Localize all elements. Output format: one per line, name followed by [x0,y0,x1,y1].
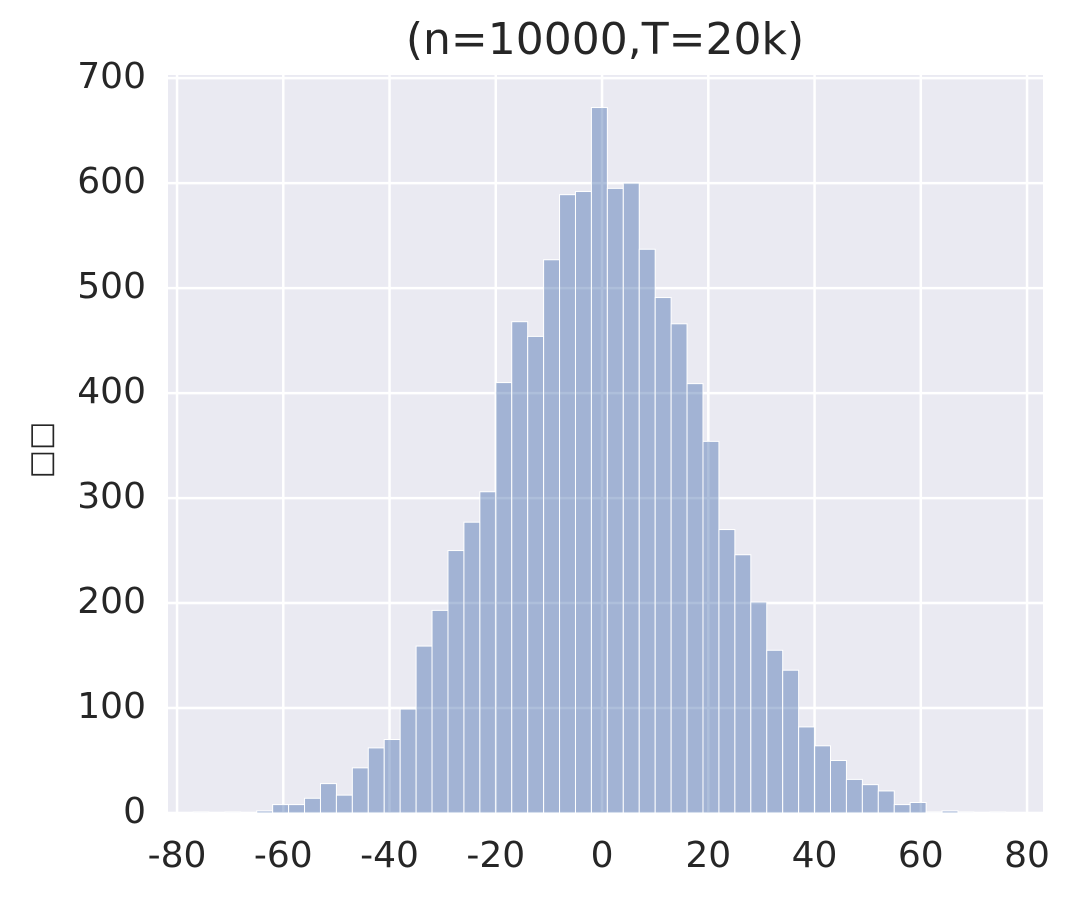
bar [399,708,417,814]
bar [782,669,800,814]
bar [495,382,513,814]
bar [909,802,927,814]
bar [718,529,736,814]
x-tick-label: 40 [792,835,838,876]
bar [861,784,879,814]
bar [527,335,545,814]
bar [845,778,863,814]
bar [479,491,497,814]
bar [989,811,1007,814]
bar [272,804,290,814]
bar [351,767,369,814]
bar [431,609,449,814]
bar [829,760,847,814]
y-tick-label: 200 [77,581,146,622]
bar [941,810,959,814]
bar [511,321,529,814]
bar [192,811,210,814]
y-tick-label: 400 [77,371,146,412]
bar [224,811,242,814]
bar [750,601,768,814]
bar [893,804,911,814]
y-axis-label: □□ [24,422,59,479]
bar [256,810,274,814]
x-tick-label: 80 [1004,835,1050,876]
bar [638,248,656,814]
bar [877,790,895,814]
x-tick-label: -60 [254,835,313,876]
bar [463,521,481,814]
y-tick-label: 0 [123,791,146,832]
y-tick-label: 500 [77,266,146,307]
bar [957,811,975,814]
x-tick-label: 60 [898,835,944,876]
bar [367,747,385,814]
x-tick-label: 20 [685,835,731,876]
x-tick-label: -80 [148,835,207,876]
y-tick-label: 700 [77,56,146,97]
bar [319,783,337,814]
bar [447,550,465,814]
x-tick-label: -20 [466,835,525,876]
y-tick-label: 300 [77,476,146,517]
bar [670,323,688,814]
bar [415,645,433,814]
bar [304,797,321,814]
bar [559,194,576,814]
x-tick-label: 0 [591,835,614,876]
bar [622,182,640,814]
plot-background [168,75,1043,813]
bar [590,107,608,814]
x-tick-label: -40 [360,835,419,876]
bar [574,191,592,814]
bar [766,649,784,814]
chart-title: (n=10000,T=20k) [406,14,804,65]
bar [335,794,353,814]
bar [606,187,624,814]
bar [543,259,561,814]
bar [925,811,943,814]
bar [686,383,704,814]
y-tick-label: 600 [77,161,146,202]
bar [383,739,401,814]
bar [702,440,720,814]
bar [654,297,672,814]
bar [288,804,306,814]
bar [734,554,752,814]
bar [814,745,831,814]
bar [798,726,816,814]
y-tick-label: 100 [77,686,146,727]
